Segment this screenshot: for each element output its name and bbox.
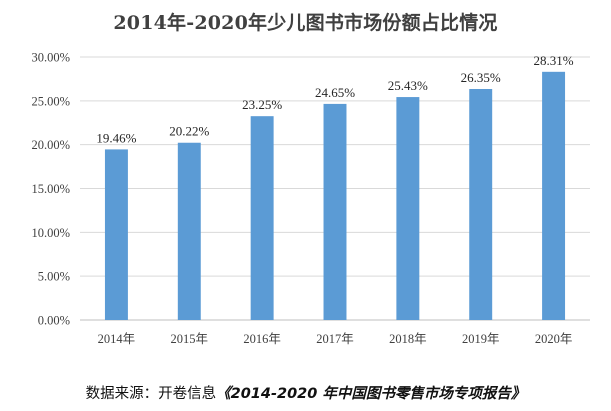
- x-tick-label: 2020年: [535, 332, 573, 346]
- bar: [177, 142, 201, 320]
- x-tick-label: 2015年: [171, 332, 209, 346]
- data-label: 23.25%: [242, 97, 282, 112]
- x-tick-label: 2016年: [243, 332, 281, 346]
- x-tick-label: 2019年: [462, 332, 500, 346]
- bar: [250, 116, 274, 320]
- source-prefix: 数据来源：开卷信息: [85, 386, 217, 402]
- y-tick-label: 30.00%: [31, 51, 70, 65]
- y-tick-label: 20.00%: [31, 138, 70, 152]
- chart-title: 2014年-2020年少儿图书市场份额占比情况: [113, 12, 498, 34]
- bar: [104, 149, 128, 320]
- y-tick-label: 0.00%: [38, 314, 70, 328]
- source-report-title: 《2014-2020 年中国图书零售市场专项报告》: [216, 386, 526, 402]
- data-label: 25.43%: [388, 78, 428, 93]
- data-label: 24.65%: [315, 85, 355, 100]
- x-tick-label: 2017年: [316, 332, 354, 346]
- bar: [323, 103, 347, 320]
- x-tick-label: 2014年: [98, 332, 136, 346]
- bar-chart: 0.00% 5.00% 10.00% 15.00% 20.00% 25.00% 30.00%…: [31, 51, 590, 347]
- x-tick-label: 2018年: [389, 332, 427, 346]
- y-tick-label: 10.00%: [31, 226, 70, 240]
- y-tick-label: 25.00%: [31, 94, 70, 108]
- bar: [469, 88, 493, 320]
- y-tick-label: 5.00%: [38, 270, 70, 284]
- data-label: 28.31%: [534, 53, 574, 68]
- data-source-note: 数据来源：开卷信息《2014-2020 年中国图书零售市场专项报告》: [0, 382, 611, 403]
- bar: [396, 97, 420, 321]
- labels: 0.00% 5.00% 10.00% 15.00% 20.00% 25.00% 30.00%…: [31, 51, 573, 347]
- bars: [104, 71, 566, 321]
- data-label: 20.22%: [169, 124, 209, 139]
- data-label: 19.46%: [96, 130, 136, 145]
- y-tick-label: 15.00%: [31, 182, 70, 196]
- data-label: 26.35%: [461, 70, 501, 85]
- bar: [542, 71, 566, 320]
